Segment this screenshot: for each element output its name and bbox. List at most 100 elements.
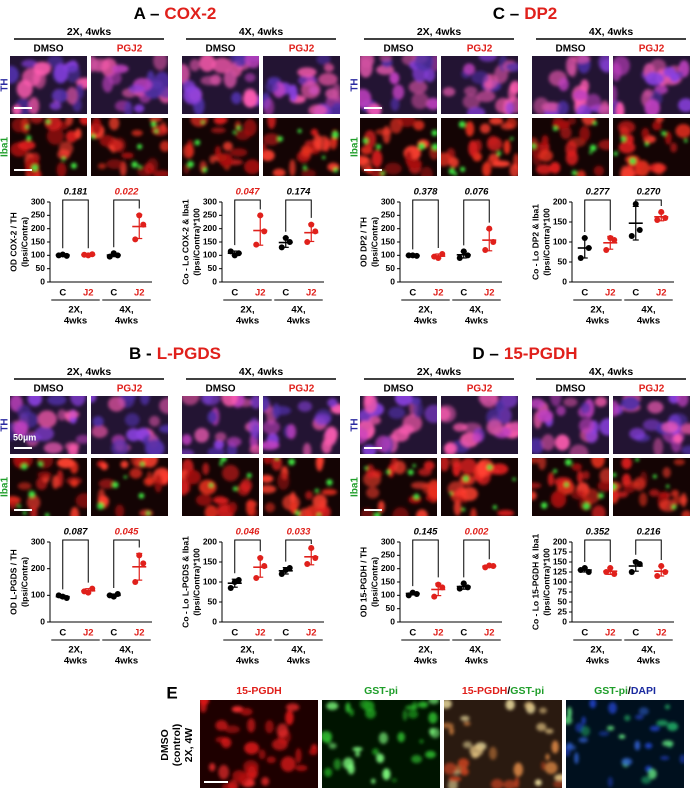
cell <box>478 56 498 62</box>
cell <box>272 406 292 416</box>
y-axis-label: (Ipsi/Contra) <box>19 557 29 607</box>
cell <box>598 139 609 151</box>
cell <box>226 436 242 447</box>
cell <box>405 705 417 710</box>
cell <box>390 97 400 111</box>
y-tick-label: 200 <box>31 223 45 233</box>
cell <box>486 136 503 152</box>
cell <box>271 738 288 751</box>
y-axis-label: (Ipsi/Contra) <box>369 557 379 607</box>
y-tick-label: 0 <box>562 276 567 286</box>
cell <box>26 495 41 511</box>
group-label: 4wks <box>637 316 660 327</box>
cell <box>152 170 168 176</box>
cell <box>324 767 333 778</box>
cell <box>240 478 252 492</box>
microglia <box>232 486 238 492</box>
cell <box>581 118 596 126</box>
cell <box>111 64 129 74</box>
cell <box>245 499 256 516</box>
y-axis-label: (Ipsi/Contra)*100 <box>541 548 551 616</box>
cell <box>91 56 98 73</box>
microglia <box>137 143 143 150</box>
block-header: 4X, 4wks <box>239 26 284 38</box>
data-point <box>132 236 139 243</box>
cell <box>653 437 664 454</box>
significance-bracket <box>412 199 439 250</box>
cell <box>24 156 40 175</box>
cell <box>258 749 266 760</box>
x-tick-label: C <box>110 288 117 299</box>
p-value: 0.045 <box>115 527 139 538</box>
cell <box>263 133 280 146</box>
cell <box>376 64 395 75</box>
cell <box>315 458 324 472</box>
cell <box>289 491 296 504</box>
p-value: 0.076 <box>465 187 489 198</box>
cell <box>639 492 648 507</box>
channel-label-part: GST-pi <box>364 685 398 697</box>
cell <box>263 485 277 494</box>
cell <box>182 396 200 406</box>
micrograph <box>200 700 318 788</box>
cell <box>213 497 230 504</box>
cell <box>378 732 389 744</box>
micrograph <box>96 458 168 516</box>
row-label: TH <box>0 78 11 91</box>
y-axis-label: (Ipsi/Contra) <box>19 217 29 267</box>
group-label: 4X, <box>119 645 133 656</box>
cell <box>460 715 470 722</box>
significance-bracket <box>635 199 662 206</box>
data-point <box>114 252 121 259</box>
data-point <box>63 595 70 601</box>
cell <box>613 85 618 104</box>
x-tick-label: J2 <box>433 628 444 639</box>
cell <box>360 56 375 69</box>
cell <box>513 762 524 777</box>
cell <box>415 509 428 516</box>
y-tick-label: 50 <box>386 603 396 613</box>
cell <box>597 104 609 114</box>
cell <box>146 157 159 173</box>
significance-bracket <box>113 539 140 588</box>
cell <box>224 725 240 734</box>
cell <box>229 148 248 157</box>
data-point <box>85 589 92 596</box>
cell <box>599 468 609 484</box>
cell <box>594 396 607 407</box>
cell <box>641 776 652 784</box>
micrograph <box>532 118 609 176</box>
microglia <box>553 126 558 131</box>
cell <box>414 56 434 72</box>
data-point <box>439 584 446 591</box>
cell <box>418 701 429 709</box>
cell <box>541 434 555 451</box>
y-tick-label: 100 <box>31 250 45 260</box>
cell <box>107 396 125 412</box>
cell <box>453 499 462 516</box>
cell <box>465 121 475 137</box>
significance-bracket <box>285 199 312 232</box>
y-tick-label: 100 <box>553 576 567 586</box>
cell <box>532 491 537 501</box>
microglia <box>652 474 657 479</box>
cell <box>323 63 334 73</box>
cell <box>277 472 290 491</box>
microglia <box>61 156 66 161</box>
cell <box>397 732 405 743</box>
data-point <box>486 225 493 232</box>
microglia <box>461 507 466 512</box>
microglia <box>661 131 667 136</box>
y-axis-label: (Ipsi/Contra)*100 <box>191 208 201 276</box>
cell <box>541 135 549 147</box>
panel-letter: B - <box>129 344 152 363</box>
data-point <box>439 251 446 257</box>
cell <box>248 417 259 437</box>
data-point <box>611 237 618 243</box>
cell <box>182 80 196 93</box>
x-tick-label: J2 <box>255 288 266 299</box>
cell <box>213 439 225 450</box>
panel-letter: E <box>166 683 177 702</box>
x-tick-label: C <box>282 628 289 639</box>
cell <box>495 400 505 413</box>
